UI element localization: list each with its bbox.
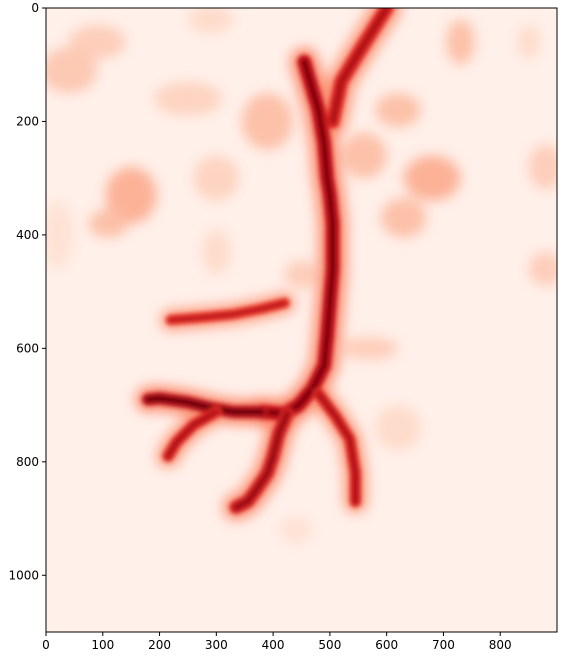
heatmap-patch: [187, 8, 234, 34]
heatmap-patch: [241, 93, 293, 150]
heatmap-channel-core: [329, 8, 390, 125]
plot-frame: [45, 7, 558, 633]
x-tick-label: 0: [42, 638, 50, 652]
heatmap-patch: [517, 25, 540, 60]
heatmap-diffuse-layer: [46, 8, 557, 545]
x-tick-label: 800: [489, 638, 512, 652]
x-tick-label: 700: [432, 638, 455, 652]
x-tick-label: 400: [262, 638, 285, 652]
heatmap-patch: [375, 405, 421, 451]
y-tick-label: 400: [16, 228, 39, 242]
heatmap-patch: [341, 132, 387, 179]
x-tick-label: 200: [148, 638, 171, 652]
heatmap-patch: [105, 166, 157, 224]
heatmap-patch: [528, 251, 557, 286]
y-tick-label: 0: [31, 1, 39, 15]
y-tick-label: 1000: [8, 568, 39, 582]
y-tick-label: 800: [16, 455, 39, 469]
y-tick-label: 200: [16, 114, 39, 128]
heatmap-patch: [446, 19, 475, 65]
heatmap-patch: [193, 155, 240, 201]
heatmap-patch: [375, 93, 421, 128]
y-axis: 0 200 400 600 800 1000: [8, 1, 46, 582]
heatmap-channel-core: [315, 391, 358, 505]
heatmap-patch: [46, 200, 75, 269]
heatmap-channel-core: [165, 409, 219, 459]
heatmap-patch: [153, 81, 223, 116]
x-tick-label: 100: [91, 638, 114, 652]
heatmap-patch: [380, 198, 427, 238]
heatmap-patch: [284, 260, 319, 289]
x-tick-label: 500: [318, 638, 341, 652]
heatmap-patch: [88, 209, 129, 238]
heatmap-patch: [403, 155, 461, 201]
heatmap-channel-core: [233, 410, 291, 511]
heatmap-patch: [528, 144, 557, 190]
heatmap-patch: [278, 515, 313, 545]
heatmap-patch: [202, 229, 231, 275]
heatmap-patch: [46, 47, 98, 94]
y-tick-label: 600: [16, 341, 39, 355]
x-tick-label: 300: [205, 638, 228, 652]
heatmap-patch: [68, 25, 126, 60]
heatmap-channel-layer: [141, 8, 394, 514]
heatmap-channel-core: [258, 58, 336, 417]
x-axis: 0 100 200 300 400 500 600 700 800: [42, 632, 512, 652]
heatmap-channel-core: [168, 300, 287, 323]
heatmap-channel-core: [145, 395, 265, 415]
x-tick-label: 600: [375, 638, 398, 652]
heatmap-patch: [341, 337, 399, 360]
